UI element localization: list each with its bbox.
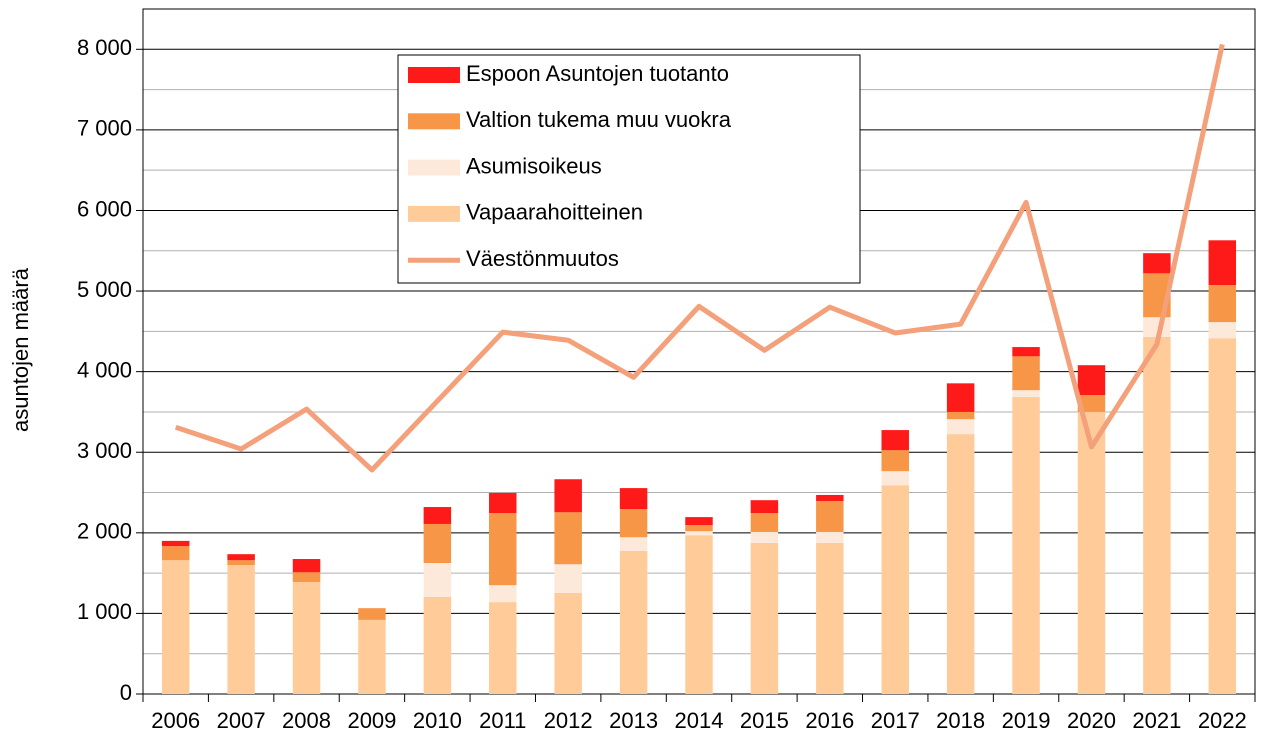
legend-label: Asumisoikeus xyxy=(466,153,602,178)
bar-segment xyxy=(881,450,909,472)
x-tick-label: 2007 xyxy=(217,708,266,733)
bar-segment xyxy=(946,383,975,412)
bar-segment xyxy=(489,513,517,586)
bar-segment xyxy=(750,532,779,543)
x-tick-label: 2013 xyxy=(609,708,658,733)
legend-swatch xyxy=(408,205,460,222)
bar-segment xyxy=(423,563,452,597)
bar-segment xyxy=(1077,365,1106,396)
x-tick-label: 2015 xyxy=(740,708,789,733)
bar-segment xyxy=(227,565,255,694)
bar-segment xyxy=(1208,322,1237,339)
y-tick-label: 4 000 xyxy=(77,357,132,382)
bar-segment xyxy=(881,430,909,451)
bar-segment xyxy=(1208,240,1237,286)
bar-segment xyxy=(946,411,975,420)
x-tick-label: 2008 xyxy=(282,708,331,733)
legend-swatch xyxy=(408,113,460,130)
y-tick-label: 0 xyxy=(120,680,132,705)
bar-segment xyxy=(946,434,975,694)
legend-swatch xyxy=(408,159,460,176)
y-tick-label: 2 000 xyxy=(77,519,132,544)
legend-label: Väestönmuutos xyxy=(466,246,619,271)
y-tick-label: 5 000 xyxy=(77,277,132,302)
x-tick-label: 2016 xyxy=(805,708,854,733)
legend-label: Vapaarahoitteinen xyxy=(466,200,643,225)
bar-segment xyxy=(161,540,190,547)
bar-segment xyxy=(1012,347,1040,357)
bar-segment xyxy=(1012,356,1040,391)
x-tick-label: 2014 xyxy=(675,708,724,733)
bar-segment xyxy=(881,471,909,486)
y-tick-label: 3 000 xyxy=(77,438,132,463)
legend-swatch xyxy=(408,67,460,83)
bar-segment xyxy=(1143,253,1171,274)
bar-segment xyxy=(619,550,648,694)
x-tick-label: 2009 xyxy=(347,708,396,733)
bar-segment xyxy=(554,592,582,694)
bar-segment xyxy=(685,531,713,536)
bar-segment xyxy=(1077,411,1106,694)
bar-segment xyxy=(554,479,582,513)
bar-segment xyxy=(1012,390,1040,398)
x-tick-label: 2006 xyxy=(151,708,200,733)
x-tick-label: 2022 xyxy=(1198,708,1247,733)
bar-segment xyxy=(489,585,517,603)
bar-segment xyxy=(292,572,321,582)
bar-segment xyxy=(1012,397,1040,694)
bar-segment xyxy=(685,517,713,526)
bar-segment xyxy=(816,532,844,543)
bar-segment xyxy=(358,608,386,620)
x-tick-label: 2011 xyxy=(479,708,526,733)
bar-segment xyxy=(816,542,844,694)
bar-segment xyxy=(685,525,713,532)
bar-segment xyxy=(750,542,779,694)
bar-segment xyxy=(1077,395,1106,412)
bar-segment xyxy=(619,488,648,510)
x-tick-label: 2021 xyxy=(1132,708,1181,733)
x-tick-label: 2019 xyxy=(1002,708,1051,733)
bar-segment xyxy=(227,560,255,566)
y-tick-label: 7 000 xyxy=(77,116,132,141)
legend-box xyxy=(397,54,861,284)
bar-segment xyxy=(423,596,452,694)
y-tick-label: 1 000 xyxy=(77,599,132,624)
bar-segment xyxy=(161,560,190,694)
bar-segment xyxy=(816,500,844,533)
bar-segment xyxy=(750,500,779,514)
bar-segment xyxy=(489,602,517,694)
bar-segment xyxy=(750,513,779,533)
bar-segment xyxy=(227,554,255,561)
legend-label: Espoon Asuntojen tuotanto xyxy=(466,61,729,86)
bar-segment xyxy=(161,546,190,561)
x-tick-label: 2020 xyxy=(1067,708,1116,733)
bar-segment xyxy=(423,523,452,564)
bar-segment xyxy=(292,581,321,694)
x-tick-label: 2010 xyxy=(413,708,462,733)
bar-segment xyxy=(881,485,909,694)
legend-label: Valtion tukema muu vuokra xyxy=(466,107,732,132)
bar-segment xyxy=(1143,336,1171,694)
x-tick-label: 2017 xyxy=(871,708,920,733)
bar-segment xyxy=(423,507,452,524)
x-tick-label: 2018 xyxy=(936,708,985,733)
bar-segment xyxy=(619,537,648,551)
bar-segment xyxy=(946,419,975,435)
y-tick-label: 6 000 xyxy=(77,196,132,221)
y-tick-label: 8 000 xyxy=(77,35,132,60)
line-series xyxy=(174,43,1225,473)
bar-segment xyxy=(489,492,517,514)
y-axis-title: asuntojen määrä xyxy=(8,267,33,432)
bar-segment xyxy=(619,509,648,538)
bar-segment xyxy=(292,559,321,573)
bar-segment xyxy=(554,512,582,565)
bar-segment xyxy=(685,535,713,694)
bar-segment xyxy=(554,564,582,593)
x-tick-label: 2012 xyxy=(544,708,593,733)
bar-segment xyxy=(358,619,386,694)
bar-segment xyxy=(816,494,844,501)
bar-segment xyxy=(1208,285,1237,323)
bar-segment xyxy=(1208,338,1237,694)
